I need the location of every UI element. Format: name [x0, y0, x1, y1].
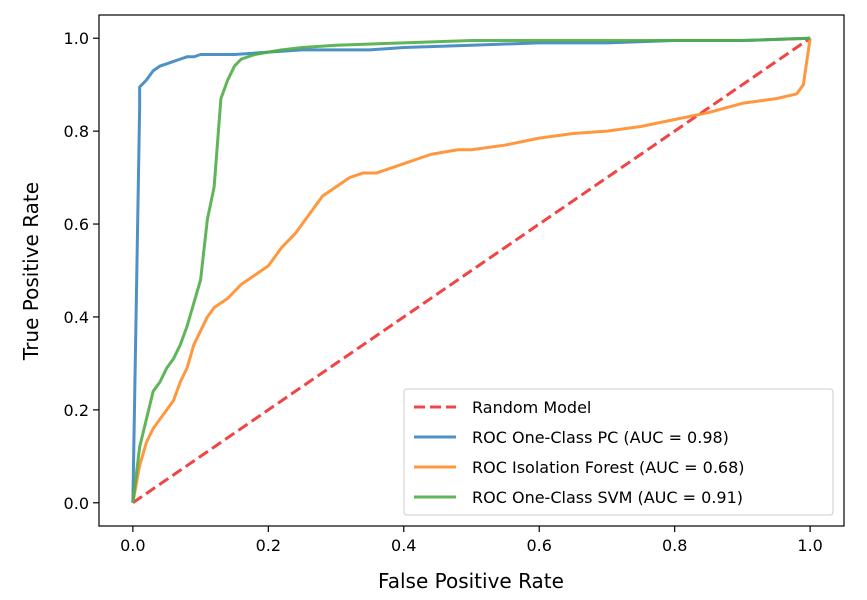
y-tick-label: 0.0 [64, 494, 89, 513]
series-line-1 [131, 36, 811, 503]
axes: 0.0 0.2 0.4 0.6 0.8 1.0 0.0 0.2 0.4 0.6 0.8 1.0 [64, 14, 845, 555]
y-tick-label: 1.0 [64, 29, 89, 48]
legend-label-3: ROC One-Class SVM (AUC = 0.91) [472, 488, 743, 507]
x-axis-title: False Positive Rate [378, 569, 564, 593]
y-tick-label: 0.8 [64, 122, 89, 141]
legend-label-1: ROC One-Class PC (AUC = 0.98) [472, 428, 729, 447]
legend-box [403, 388, 834, 516]
x-tick-label: 0.8 [662, 536, 687, 555]
series-line-3 [131, 36, 811, 503]
y-tick-label: 0.4 [64, 308, 89, 327]
y-tick-label: 0.2 [64, 401, 89, 420]
x-tick-label: 0.0 [120, 536, 145, 555]
x-tick-label: 0.4 [391, 536, 416, 555]
legend-label-0: Random Model [472, 398, 591, 417]
x-tick-label: 0.2 [256, 536, 281, 555]
series-line-2 [131, 38, 812, 504]
legend-label-2: ROC Isolation Forest (AUC = 0.68) [472, 458, 745, 477]
y-axis-title: True Positive Rate [19, 182, 43, 361]
series-line-0 [132, 36, 811, 505]
series-lines [131, 36, 812, 505]
legend: Random Model ROC One-Class PC (AUC = 0.98… [403, 388, 834, 516]
x-tick-label: 0.6 [527, 536, 552, 555]
x-tick-label: 1.0 [797, 536, 822, 555]
plot-frame [98, 14, 845, 527]
y-tick-label: 0.6 [64, 215, 89, 234]
